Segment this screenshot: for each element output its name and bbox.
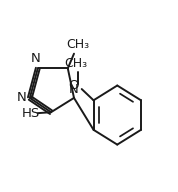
Text: N: N [31,52,41,65]
Text: CH₃: CH₃ [66,38,89,51]
Text: N: N [69,83,79,96]
Text: HS: HS [22,107,40,120]
Text: CH₃: CH₃ [64,57,87,70]
Text: N: N [17,91,26,104]
Text: O: O [68,79,79,92]
